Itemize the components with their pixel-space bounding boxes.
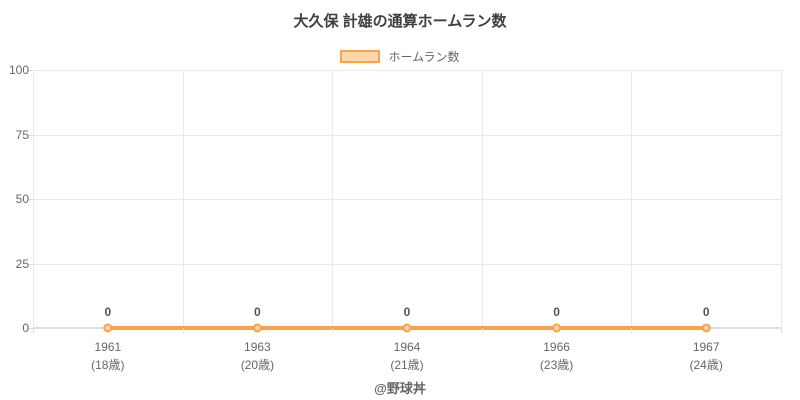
data-point[interactable]	[252, 323, 262, 333]
x-gridline	[182, 70, 184, 328]
x-tick-year: 1967	[692, 340, 720, 354]
y-tick-mark	[28, 263, 33, 265]
x-gridline	[781, 70, 782, 328]
y-tick-label: 50	[15, 192, 29, 206]
x-gridline	[481, 70, 483, 328]
legend-swatch-icon[interactable]	[340, 50, 381, 63]
x-tick-label: 1967 (24歳)	[636, 338, 776, 374]
series-line-layer[interactable]	[33, 70, 781, 333]
data-point[interactable]	[552, 323, 562, 333]
y-tick-mark	[28, 199, 33, 200]
x-tick-age: (18歳)	[91, 358, 125, 372]
x-tick-year: 1961	[94, 340, 122, 354]
x-tick-age: (21歳)	[390, 358, 424, 372]
x-tick-label: 1964 (21歳)	[337, 338, 477, 374]
x-tick-year: 1963	[244, 340, 271, 354]
data-point[interactable]	[103, 323, 113, 333]
data-point-label: 0	[553, 305, 560, 319]
x-tick-year: 1964	[393, 340, 421, 354]
x-tick-age: (20歳)	[240, 358, 275, 372]
y-gridline	[33, 199, 781, 200]
x-tick-mark	[481, 328, 483, 333]
y-tick-mark	[28, 134, 33, 136]
x-tick-label: 1963 (20歳)	[187, 338, 327, 374]
x-gridline	[332, 70, 334, 328]
x-tick-label: 1961 (18歳)	[38, 338, 178, 374]
x-gridline	[631, 70, 633, 328]
y-gridline	[33, 263, 781, 265]
x-tick-mark	[182, 328, 184, 333]
y-tick-mark	[28, 70, 33, 71]
y-tick-mark	[28, 328, 33, 329]
x-tick-mark	[332, 328, 334, 333]
x-tick-mark	[33, 328, 34, 333]
chart-title: 大久保 計雄の通算ホームラン数	[293, 13, 507, 30]
y-gridline	[33, 70, 781, 71]
credit-text: @野球丼	[374, 381, 426, 396]
legend: ホームラン数	[0, 48, 800, 65]
data-point-label: 0	[104, 305, 112, 319]
y-gridline	[33, 134, 781, 136]
x-tick-age: (23歳)	[539, 358, 574, 372]
data-point-label: 0	[702, 305, 710, 319]
x-tick-year: 1966	[543, 340, 570, 354]
x-tick-mark	[631, 328, 633, 333]
plot-area[interactable]	[33, 70, 782, 333]
y-tick-label: 100	[8, 63, 29, 77]
x-gridline	[33, 70, 34, 328]
x-tick-age: (24歳)	[689, 358, 723, 372]
y-tick-label: 25	[15, 256, 29, 271]
data-point-label: 0	[254, 305, 261, 319]
data-point-label: 0	[403, 305, 411, 319]
x-tick-label: 1966 (23歳)	[487, 338, 627, 374]
y-tick-label: 0	[22, 321, 29, 335]
data-point[interactable]	[701, 323, 711, 333]
data-point[interactable]	[402, 323, 412, 333]
y-tick-label: 75	[15, 127, 29, 142]
legend-label[interactable]: ホームラン数	[388, 50, 460, 64]
x-tick-mark	[781, 328, 782, 333]
